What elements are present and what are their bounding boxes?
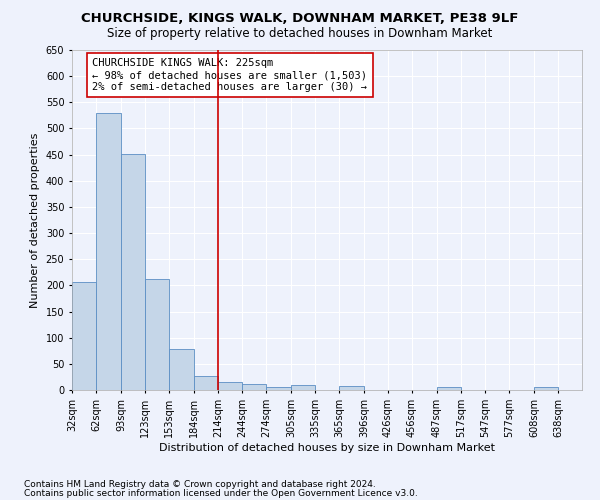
Bar [291,386,315,390]
Bar [145,279,169,390]
Bar [121,154,145,390]
Bar [72,282,96,390]
Bar [242,384,266,390]
X-axis label: Distribution of detached houses by size in Downham Market: Distribution of detached houses by size … [159,442,495,452]
Text: Contains HM Land Registry data © Crown copyright and database right 2024.: Contains HM Land Registry data © Crown c… [24,480,376,489]
Bar [437,388,461,390]
Bar [266,388,291,390]
Bar [194,376,218,390]
Text: Contains public sector information licensed under the Open Government Licence v3: Contains public sector information licen… [24,488,418,498]
Bar [169,349,194,390]
Bar [96,113,121,390]
Text: CHURCHSIDE, KINGS WALK, DOWNHAM MARKET, PE38 9LF: CHURCHSIDE, KINGS WALK, DOWNHAM MARKET, … [82,12,518,26]
Bar [218,382,242,390]
Text: Size of property relative to detached houses in Downham Market: Size of property relative to detached ho… [107,28,493,40]
Y-axis label: Number of detached properties: Number of detached properties [30,132,40,308]
Bar [339,386,364,390]
Text: CHURCHSIDE KINGS WALK: 225sqm
← 98% of detached houses are smaller (1,503)
2% of: CHURCHSIDE KINGS WALK: 225sqm ← 98% of d… [92,58,367,92]
Bar [534,388,558,390]
